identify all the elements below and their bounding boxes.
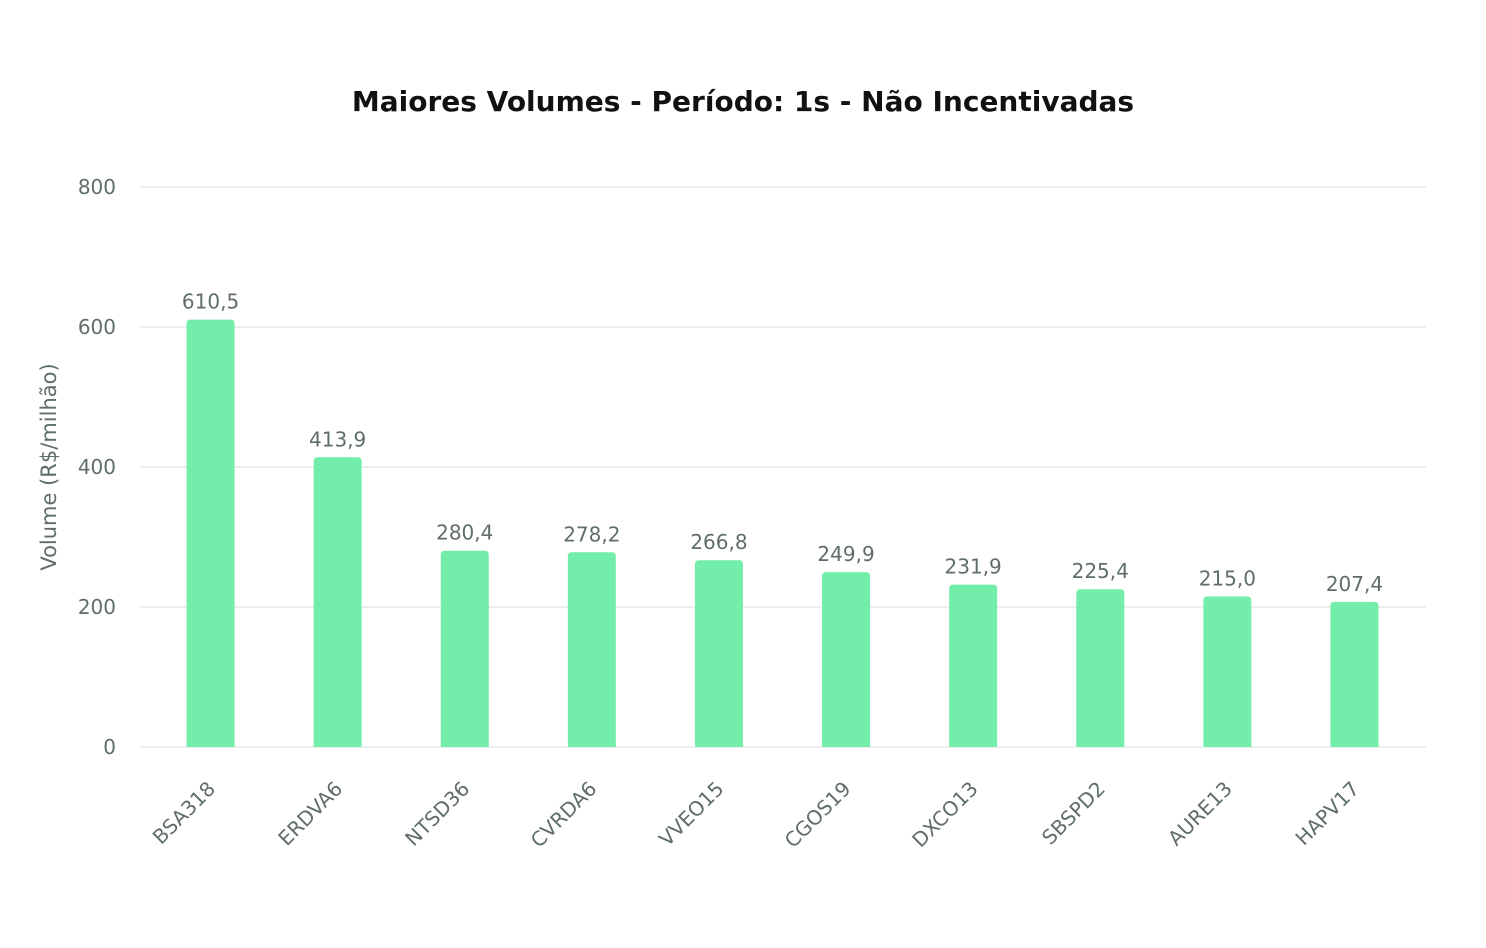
bar-bsa318 <box>186 319 235 747</box>
y-tick-label: 800 <box>78 175 116 199</box>
x-tick-label-vveo15: VVEO15 <box>654 777 728 851</box>
bar-hapv17 <box>1330 601 1379 747</box>
x-tick-label-cvrda6: CVRDA6 <box>526 777 602 853</box>
y-tick-label: 600 <box>78 315 116 339</box>
bar-sbspd2 <box>1076 589 1125 747</box>
x-tick-label-hapv17: HAPV17 <box>1291 777 1364 850</box>
x-axis-ticks: BSA318 ERDVA6 NTSD36 CVRDA6 VVEO15 CGOS19 DXCO… <box>148 777 1364 853</box>
x-tick-label-ntsd36: NTSD36 <box>400 777 474 851</box>
data-labels: 610,5 413,9 280,4 278,2 266,8 249,9 231,9 225,4… <box>182 290 1383 596</box>
data-label-bsa318: 610,5 <box>182 290 239 314</box>
y-tick-label: 200 <box>78 595 116 619</box>
x-tick-label-cgos19: CGOS19 <box>780 777 856 853</box>
chart-title: Maiores Volumes - Período: 1s - Não Ince… <box>352 85 1134 118</box>
x-tick-label-aure13: AURE13 <box>1163 777 1237 851</box>
y-axis-ticks: 0 200 400 600 800 <box>78 175 116 759</box>
bar-erdva6 <box>313 457 362 747</box>
x-tick-label-erdva6: ERDVA6 <box>273 777 347 851</box>
data-label-erdva6: 413,9 <box>309 427 366 451</box>
bar-cvrda6 <box>567 552 616 747</box>
x-tick-label-dxco13: DXCO13 <box>907 777 983 853</box>
bars <box>186 319 1379 747</box>
bar-aure13 <box>1203 596 1252 747</box>
data-label-ntsd36: 280,4 <box>436 521 493 545</box>
data-label-dxco13: 231,9 <box>945 555 1002 579</box>
bar-ntsd36 <box>440 550 489 747</box>
y-tick-label: 400 <box>78 455 116 479</box>
bar-cgos19 <box>822 572 871 747</box>
data-label-cvrda6: 278,2 <box>563 522 620 546</box>
data-label-vveo15: 266,8 <box>690 530 747 554</box>
data-label-sbspd2: 225,4 <box>1072 559 1129 583</box>
x-tick-label-sbspd2: SBSPD2 <box>1037 777 1110 850</box>
bar-dxco13 <box>949 584 998 747</box>
data-label-aure13: 215,0 <box>1199 567 1256 591</box>
bar-vveo15 <box>694 560 743 747</box>
y-tick-label: 0 <box>103 735 116 759</box>
y-axis-label: Volume (R$/milhão) <box>37 363 61 570</box>
data-label-cgos19: 249,9 <box>817 542 874 566</box>
x-tick-label-bsa318: BSA318 <box>148 777 220 849</box>
data-label-hapv17: 207,4 <box>1326 572 1383 596</box>
